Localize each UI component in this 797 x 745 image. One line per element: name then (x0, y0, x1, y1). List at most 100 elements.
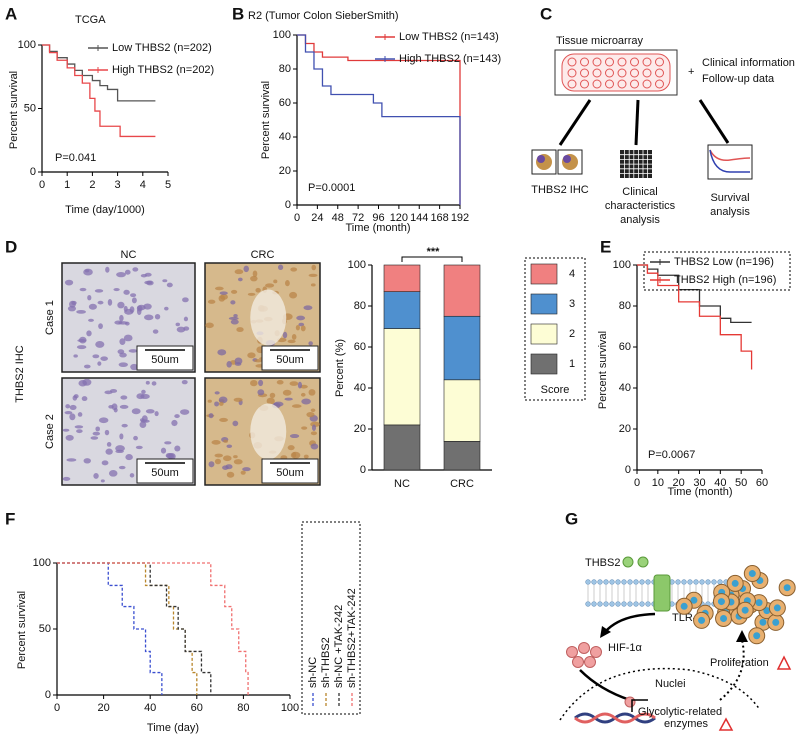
connector (558, 99, 592, 146)
label: THBS2 IHC (531, 184, 589, 196)
cell (284, 397, 293, 401)
cell (76, 345, 87, 350)
core (617, 79, 627, 89)
cell (69, 300, 76, 308)
y-tick-label: 80 (279, 63, 291, 75)
nucleus (748, 570, 756, 578)
cell (131, 408, 141, 415)
cell (174, 414, 180, 419)
cell (214, 391, 220, 395)
bar-segment (443, 315, 481, 381)
core (592, 79, 602, 89)
cell (183, 316, 189, 322)
cell (140, 419, 150, 423)
ihc-stain (563, 155, 571, 163)
cell (285, 280, 290, 287)
axis-label: Percent survival (597, 331, 609, 409)
legend-label: Low THBS2 (n=202) (112, 42, 212, 54)
x-tick-label: 60 (191, 702, 203, 714)
lipid-head (585, 579, 591, 585)
cell (298, 322, 305, 327)
cell (81, 396, 88, 402)
cell (88, 303, 97, 310)
cell (154, 313, 161, 320)
core (580, 68, 589, 78)
cell (72, 395, 78, 401)
cell (97, 361, 102, 366)
cell (95, 426, 100, 432)
cell (97, 300, 104, 305)
label: Glycolytic-related (638, 706, 722, 718)
nucleus (772, 618, 780, 626)
legend-label: 3 (569, 298, 575, 310)
legend-box (301, 521, 361, 715)
core (567, 68, 577, 78)
x-tick-label: 72 (352, 212, 364, 224)
lipid-head (711, 579, 717, 585)
receptor (653, 574, 671, 612)
panel-letter: B (232, 4, 244, 23)
cell (208, 413, 214, 419)
cell (176, 326, 186, 333)
cell (101, 460, 109, 466)
cell (223, 455, 232, 462)
cell (310, 408, 316, 413)
ligand (622, 556, 634, 568)
label: Clinical information (702, 57, 795, 69)
nucleus (763, 607, 771, 615)
cell (290, 267, 298, 272)
y-tick-label: 60 (619, 341, 631, 353)
x-tick-label: 3 (115, 179, 121, 191)
x-tick-label: 2 (89, 179, 95, 191)
arrow-head (736, 630, 748, 642)
cell (66, 458, 77, 462)
cell (105, 448, 113, 455)
cell (166, 453, 175, 459)
cell (164, 306, 169, 311)
cell (144, 314, 154, 321)
panel-letter: F (5, 509, 15, 528)
cell (74, 425, 84, 429)
cell (132, 267, 139, 272)
x-tick-label: 4 (140, 179, 146, 191)
survival-icon-curve (709, 149, 751, 162)
cell (130, 293, 137, 298)
cell (308, 273, 318, 278)
y-tick-label: 100 (348, 259, 366, 271)
cell (69, 413, 76, 421)
bar-segment (383, 424, 421, 471)
cell (297, 381, 303, 389)
x-tick-label: 10 (652, 477, 664, 489)
cell (237, 277, 243, 282)
cell (100, 356, 108, 361)
cell (164, 441, 172, 445)
cell (84, 269, 90, 273)
hif-protein (566, 646, 578, 658)
cell (83, 458, 91, 464)
survival-icon (707, 144, 753, 180)
label: Nuclei (655, 678, 686, 690)
core (642, 79, 652, 89)
x-tick-label: 24 (311, 212, 323, 224)
x-tick-label: 40 (144, 702, 156, 714)
cell (92, 431, 101, 436)
cell (140, 274, 148, 278)
lipid-head (633, 601, 639, 607)
cell (311, 264, 317, 271)
p-value: P=0.0001 (308, 182, 355, 194)
cell (98, 417, 109, 424)
arrow (631, 699, 648, 712)
cell (242, 467, 251, 472)
connector (698, 99, 730, 144)
x-axis-label: Time (day/1000) (65, 204, 145, 216)
cell (233, 459, 243, 465)
y-tick-label: 50 (39, 623, 51, 635)
core (642, 68, 652, 78)
cell (255, 287, 261, 293)
lipid-head (681, 579, 687, 585)
cell (77, 412, 83, 417)
cell (228, 316, 239, 320)
cell (76, 309, 86, 314)
x-tick-label: 0 (54, 702, 60, 714)
hif-protein (578, 642, 590, 654)
